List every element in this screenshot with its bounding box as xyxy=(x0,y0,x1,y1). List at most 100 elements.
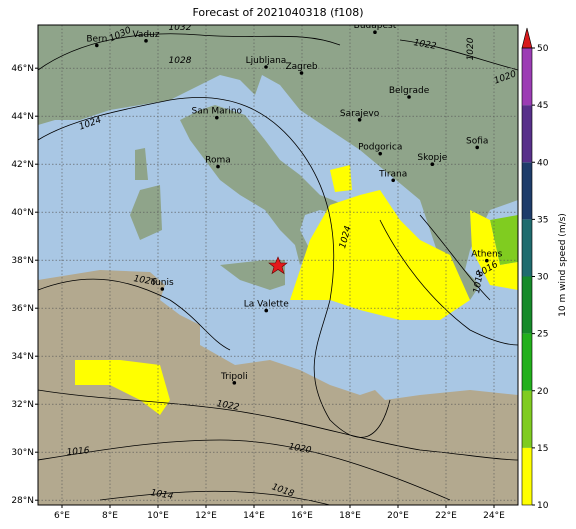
x-tick-label: 20°E xyxy=(387,511,409,521)
x-tick-label: 24°E xyxy=(483,511,505,521)
x-tick-label: 12°E xyxy=(195,511,217,521)
land-italy xyxy=(180,105,345,265)
land-sicily xyxy=(220,260,285,290)
y-tick-label: 30°N xyxy=(11,448,34,458)
city-dot xyxy=(485,258,489,263)
colorbar-segment xyxy=(522,219,532,277)
y-tick-label: 38°N xyxy=(11,256,34,266)
contour-label: 1014 xyxy=(150,488,175,502)
colorbar-label: 10 m wind speed (m/s) xyxy=(558,213,568,317)
city-dot xyxy=(430,162,435,166)
city-label: Bern xyxy=(86,34,107,44)
city-label: Sofia xyxy=(466,136,488,146)
city-label: Belgrade xyxy=(389,86,430,96)
map-title: Forecast of 2021040318 (f108) xyxy=(192,6,363,19)
y-tick-label: 28°N xyxy=(11,496,34,506)
city-label: La Valette xyxy=(244,300,289,310)
city-label: Tirana xyxy=(378,169,407,179)
colorbar-segment xyxy=(522,447,532,505)
map-frame xyxy=(37,24,519,506)
x-tick-label: 16°E xyxy=(291,511,313,521)
city-label: Athens xyxy=(471,250,502,260)
x-tick-label: 18°E xyxy=(339,511,361,521)
x-tick-label: 14°E xyxy=(243,511,265,521)
y-tick-label: 44°N xyxy=(11,112,34,122)
city-dot xyxy=(391,178,396,183)
city-dot xyxy=(215,115,219,120)
city-label: Zagreb xyxy=(285,62,317,72)
colorbar-tick-label: 45 xyxy=(537,101,548,111)
x-tick-label: 8°E xyxy=(102,511,118,521)
colorbar-tick-label: 50 xyxy=(537,44,549,54)
wind-area xyxy=(490,215,518,265)
location-marker xyxy=(268,256,288,275)
colorbar: 10 15 20 25 30 35 40 45 50 10 m wind speed (m/s) xyxy=(521,27,568,511)
city-label: Ljubljana xyxy=(246,56,287,66)
city-dot xyxy=(264,308,269,313)
isobar xyxy=(38,278,231,351)
colorbar-tick-label: 40 xyxy=(537,158,549,168)
isobar xyxy=(38,97,391,438)
land-sardinia xyxy=(130,185,162,240)
isobar xyxy=(379,219,518,346)
city-label: Vaduz xyxy=(132,30,159,40)
axes: 6°E 8°E 10°E 12°E 14°E 16°E 18°E 20°E 22°E 24°E 28… xyxy=(11,64,505,521)
city-label: Tunis xyxy=(150,278,174,288)
colorbar-tick-label: 20 xyxy=(537,387,549,397)
isobar xyxy=(38,439,451,501)
city-dot xyxy=(299,71,304,75)
city-dot xyxy=(264,65,268,69)
colorbar-tick-label: 35 xyxy=(537,215,548,225)
graticule xyxy=(38,25,518,505)
city-label: San Marino xyxy=(192,107,243,117)
y-tick-label: 42°N xyxy=(11,160,34,170)
colorbar-tick-label: 30 xyxy=(537,273,549,283)
city-dot xyxy=(160,287,165,291)
contour-label: 1016 xyxy=(66,446,90,458)
colorbar-tick-label: 25 xyxy=(537,330,548,340)
wind-area xyxy=(330,165,352,192)
colorbar-tick-label: 15 xyxy=(537,444,548,454)
contour-label: 1022 xyxy=(413,38,438,52)
city-label: Sarajevo xyxy=(340,109,380,119)
city-dot xyxy=(232,381,237,385)
contour-label: 1020 xyxy=(466,37,476,60)
isobar xyxy=(99,490,331,505)
city-dot xyxy=(378,151,383,156)
colorbar-segment xyxy=(522,48,532,106)
isobar xyxy=(38,389,518,461)
y-tick-label: 32°N xyxy=(11,400,34,410)
colorbar-segment xyxy=(522,162,532,220)
city-label: Podgorica xyxy=(358,143,402,153)
colorbar-extend xyxy=(521,27,533,49)
city-dot xyxy=(373,30,377,34)
isobar xyxy=(419,214,491,301)
colorbar-segment xyxy=(522,105,532,163)
x-tick-label: 10°E xyxy=(147,511,169,521)
contour-label: 1020 xyxy=(288,442,313,456)
isobars xyxy=(38,33,518,505)
city-dot xyxy=(216,164,220,169)
city-dot xyxy=(144,39,148,43)
city-dot xyxy=(475,145,480,150)
colorbar-segment xyxy=(522,276,532,334)
city-dot xyxy=(95,43,99,48)
y-tick-label: 34°N xyxy=(11,352,34,362)
isobar xyxy=(399,39,518,71)
city-label: Skopje xyxy=(417,153,447,163)
x-tick-label: 22°E xyxy=(435,511,457,521)
colorbar-tick-label: 10 xyxy=(537,501,549,511)
city-label: Tripoli xyxy=(220,372,248,382)
colorbar-segment xyxy=(522,333,532,391)
contour-label: 1022 xyxy=(216,399,241,413)
y-tick-label: 36°N xyxy=(11,304,34,314)
land-europe xyxy=(38,25,518,300)
y-tick-label: 46°N xyxy=(11,64,34,74)
x-tick-label: 6°E xyxy=(54,511,70,521)
contour-label: 1032 xyxy=(169,23,192,33)
land-corsica xyxy=(135,148,148,180)
isobar xyxy=(38,33,341,71)
